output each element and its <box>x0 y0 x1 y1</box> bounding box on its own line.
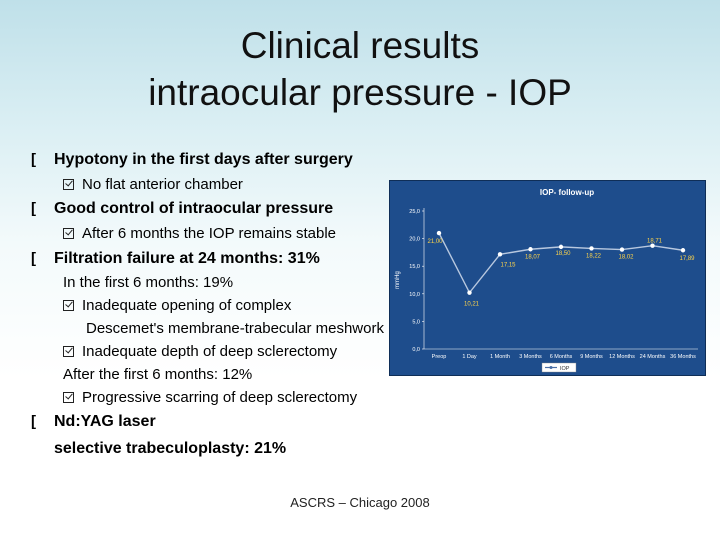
sub-no-flat-chamber-text: No flat anterior chamber <box>82 176 243 193</box>
title-line-1: Clinical results <box>240 25 480 66</box>
bullet-filtration-failure: [ Filtration failure at 24 months: 31% <box>31 250 320 268</box>
chart-xtick-label: 9 Months <box>580 354 603 360</box>
chart-xtick-label: 1 Day <box>462 354 477 360</box>
sub-inadequate-opening-text: Inadequate opening of complex <box>82 297 292 314</box>
bullet-yag-laser-cont: selective trabeculoplasty: 21% <box>54 440 287 457</box>
checkbox-icon <box>63 392 74 403</box>
chart-point <box>589 246 594 251</box>
bullet-icon: [ <box>31 151 36 168</box>
bullet-yag-laser: [ Nd:YAG laser <box>31 413 156 431</box>
sub-inadequate-opening: Inadequate opening of complex <box>63 297 291 314</box>
chart-ytick-label: 25,0 <box>409 209 420 215</box>
checkbox-icon <box>63 179 74 190</box>
chart-point <box>680 248 686 253</box>
chart-point <box>619 247 625 252</box>
bullet-icon: [ <box>31 413 36 430</box>
checkbox-icon <box>63 346 74 357</box>
iop-chart: IOP- follow-up mmHg 0,0 5,0 10,0 15,0 20,0 25,0… <box>389 180 706 376</box>
chart-xtick-label: 6 Months <box>550 354 573 360</box>
sub-progressive-scarring: Progressive scarring of deep sclerectomy <box>63 389 357 406</box>
sub-inadequate-depth: Inadequate depth of deep sclerectomy <box>63 343 337 360</box>
bullet-filtration-failure-text: Filtration failure at 24 months: 31% <box>54 250 320 267</box>
chart-point <box>558 244 564 250</box>
chart-point <box>436 230 442 236</box>
slide-title: Clinical results intraocular pressure - … <box>0 22 720 116</box>
chart-data-label: 21,00 <box>427 239 443 245</box>
chart-point <box>497 252 503 257</box>
chart-data-label: 18,02 <box>618 255 634 261</box>
bullet-hypotony-text: Hypotony in the first days after surgery <box>54 151 353 168</box>
chart-data-label: 18,50 <box>555 251 571 257</box>
chart-xtick-label: Preop <box>432 354 447 360</box>
chart-xtick-label: 24 Months <box>640 354 666 360</box>
chart-ytick-label: 0,0 <box>412 347 420 353</box>
chart-point <box>467 290 472 295</box>
chart-ytick-label: 10,0 <box>409 292 420 298</box>
chart-point <box>650 243 655 248</box>
bullet-good-control: [ Good control of intraocular pressure <box>31 200 333 218</box>
after-six-months: After the first 6 months: 12% <box>63 366 253 383</box>
title-line-2: intraocular pressure - IOP <box>148 72 572 113</box>
bullet-yag-laser-text: Nd:YAG laser <box>54 413 156 430</box>
sub-no-flat-chamber: No flat anterior chamber <box>63 176 243 193</box>
chart-data-label: 17,15 <box>500 262 516 268</box>
chart-data-label: 18,71 <box>647 239 663 245</box>
chart-xtick-label: 1 Month <box>490 354 510 360</box>
checkbox-icon <box>63 300 74 311</box>
sub-iop-stable-text: After 6 months the IOP remains stable <box>82 225 337 242</box>
first-six-months: In the first 6 months: 19% <box>63 274 234 291</box>
bullet-icon: [ <box>31 200 36 217</box>
bullet-good-control-text: Good control of intraocular pressure <box>54 200 334 217</box>
chart-point <box>528 247 533 252</box>
sub-iop-stable: After 6 months the IOP remains stable <box>63 225 336 242</box>
chart-ytick-label: 15,0 <box>409 264 420 270</box>
sub-inadequate-depth-text: Inadequate depth of deep sclerectomy <box>82 343 338 360</box>
chart-legend-label: IOP <box>560 366 570 372</box>
bullet-icon: [ <box>31 250 36 267</box>
chart-title: IOP- follow-up <box>540 188 594 197</box>
sub-inadequate-opening-cont: Descemet's membrane-trabecular meshwork <box>86 320 384 337</box>
chart-data-label: 17,89 <box>679 256 695 262</box>
chart-data-label: 18,07 <box>525 254 541 260</box>
footer: ASCRS – Chicago 2008 <box>290 495 430 510</box>
chart-ytick-label: 20,0 <box>409 237 420 243</box>
iop-chart-svg: IOP- follow-up mmHg 0,0 5,0 10,0 15,0 20,0 25,0… <box>395 188 698 373</box>
sub-progressive-scarring-text: Progressive scarring of deep sclerectomy <box>82 389 358 406</box>
bullet-hypotony: [ Hypotony in the first days after surger… <box>31 151 353 169</box>
chart-data-label: 18,22 <box>586 253 602 259</box>
checkbox-icon <box>63 228 74 239</box>
chart-ytick-label: 5,0 <box>412 319 420 325</box>
chart-xtick-label: 12 Months <box>609 354 635 360</box>
chart-data-label: 10,21 <box>464 302 480 308</box>
chart-xtick-label: 3 Months <box>519 354 542 360</box>
chart-legend <box>541 362 577 373</box>
chart-ylabel: mmHg <box>395 271 401 289</box>
chart-xtick-label: 36 Months <box>670 354 696 360</box>
chart-legend-marker <box>549 366 553 369</box>
